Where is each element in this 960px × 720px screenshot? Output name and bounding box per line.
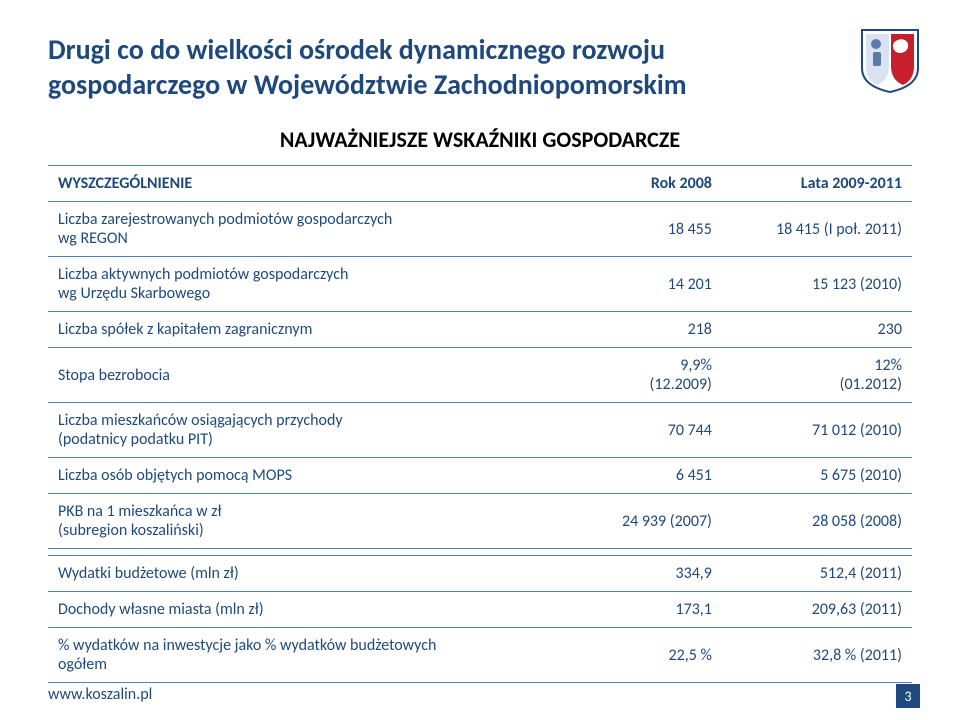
row-value-2008: 218	[532, 312, 722, 348]
indicators-table: WYSZCZEGÓLNIENIE Rok 2008 Lata 2009-2011…	[48, 165, 912, 683]
table-row: Liczba osób objętych pomocą MOPS6 4515 6…	[48, 458, 912, 494]
page-title: Drugi co do wielkości ośrodek dynamiczne…	[48, 32, 808, 102]
row-label: Liczba mieszkańców osiągających przychod…	[48, 403, 532, 458]
row-label: Liczba spółek z kapitałem zagranicznym	[48, 312, 532, 348]
header-rok-2008: Rok 2008	[532, 166, 722, 202]
row-value-2008: 18 455	[532, 202, 722, 257]
table-row: Liczba spółek z kapitałem zagranicznym21…	[48, 312, 912, 348]
row-label: Liczba aktywnych podmiotów gospodarczych…	[48, 257, 532, 312]
crest-icon	[860, 28, 920, 94]
row-value-2008: 9,9% (12.2009)	[532, 348, 722, 403]
row-value-2008: 14 201	[532, 257, 722, 312]
row-value-2008: 334,9	[532, 556, 722, 592]
table-header-row: WYSZCZEGÓLNIENIE Rok 2008 Lata 2009-2011	[48, 166, 912, 202]
header-lata-2009-2011: Lata 2009-2011	[722, 166, 912, 202]
subtitle: NAJWAŻNIEJSZE WSKAŹNIKI GOSPODARCZE	[48, 126, 912, 153]
row-value-2009-2011: 71 012 (2010)	[722, 403, 912, 458]
table-row: Dochody własne miasta (mln zł)173,1209,6…	[48, 592, 912, 628]
footer-url: www.koszalin.pl	[48, 685, 152, 704]
table-row: % wydatków na inwestycje jako % wydatków…	[48, 628, 912, 683]
table-section-separator	[48, 549, 912, 556]
table-row: PKB na 1 mieszkańca w zł (subregion kosz…	[48, 494, 912, 549]
row-label: Liczba zarejestrowanych podmiotów gospod…	[48, 202, 532, 257]
row-value-2009-2011: 512,4 (2011)	[722, 556, 912, 592]
row-value-2008: 24 939 (2007)	[532, 494, 722, 549]
row-value-2009-2011: 32,8 % (2011)	[722, 628, 912, 683]
row-value-2008: 22,5 %	[532, 628, 722, 683]
row-value-2008: 6 451	[532, 458, 722, 494]
row-value-2009-2011: 5 675 (2010)	[722, 458, 912, 494]
row-label: Liczba osób objętych pomocą MOPS	[48, 458, 532, 494]
row-label: Wydatki budżetowe (mln zł)	[48, 556, 532, 592]
row-value-2009-2011: 12% (01.2012)	[722, 348, 912, 403]
table-row: Liczba aktywnych podmiotów gospodarczych…	[48, 257, 912, 312]
row-label: Stopa bezrobocia	[48, 348, 532, 403]
row-value-2009-2011: 230	[722, 312, 912, 348]
row-label: PKB na 1 mieszkańca w zł (subregion kosz…	[48, 494, 532, 549]
row-value-2008: 173,1	[532, 592, 722, 628]
table-row: Stopa bezrobocia9,9% (12.2009)12% (01.20…	[48, 348, 912, 403]
row-value-2008: 70 744	[532, 403, 722, 458]
table-row: Liczba zarejestrowanych podmiotów gospod…	[48, 202, 912, 257]
table-row: Liczba mieszkańców osiągających przychod…	[48, 403, 912, 458]
row-value-2009-2011: 209,63 (2011)	[722, 592, 912, 628]
header-wyszczegolnienie: WYSZCZEGÓLNIENIE	[48, 166, 532, 202]
row-value-2009-2011: 18 415 (I poł. 2011)	[722, 202, 912, 257]
page-number: 3	[896, 684, 920, 708]
row-label: % wydatków na inwestycje jako % wydatków…	[48, 628, 532, 683]
table-row: Wydatki budżetowe (mln zł)334,9512,4 (20…	[48, 556, 912, 592]
row-value-2009-2011: 28 058 (2008)	[722, 494, 912, 549]
row-label: Dochody własne miasta (mln zł)	[48, 592, 532, 628]
row-value-2009-2011: 15 123 (2010)	[722, 257, 912, 312]
